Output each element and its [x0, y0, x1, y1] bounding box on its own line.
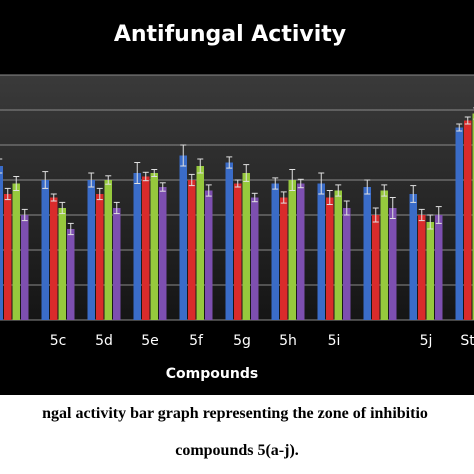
x-tick-label: 5h [279, 333, 297, 349]
plot-area: 5c 5d 5e 5f 5g 5h 5i 5j Std [0, 74, 474, 349]
bar [389, 208, 397, 320]
chart-title: Antifungal Activity [113, 22, 347, 47]
bar [418, 215, 426, 320]
bar [363, 187, 371, 320]
bar [159, 187, 167, 320]
bar [271, 183, 279, 320]
chart-panel: 5c5d5e5f5g5h5i5jStd Antifungal Activity … [0, 0, 474, 395]
bar [426, 222, 434, 320]
bar [50, 197, 58, 320]
bar [234, 183, 242, 320]
bar [280, 197, 288, 320]
bar [104, 180, 112, 320]
x-tick-label: 5c [50, 333, 67, 349]
x-tick-label: 5i [328, 333, 341, 349]
bar [380, 190, 388, 320]
x-tick-label: 5d [95, 333, 113, 349]
bar [455, 127, 463, 320]
x-tick-label: 5g [233, 333, 251, 349]
bar [142, 176, 150, 320]
bar [179, 155, 187, 320]
bar [12, 183, 20, 320]
bar [41, 180, 49, 320]
x-tick-label: 5f [189, 333, 204, 349]
bar [58, 208, 66, 320]
bar [297, 183, 305, 320]
bar [372, 215, 380, 320]
bar [409, 194, 417, 320]
bar [196, 166, 204, 320]
x-tick-label: Std [460, 333, 474, 349]
bar [464, 120, 472, 320]
figure-caption-line-2: compounds 5(a-j). [175, 442, 299, 459]
bar [0, 166, 3, 320]
figure-caption-line-1: ngal activity bar graph representing the… [42, 405, 428, 422]
bar [225, 162, 233, 320]
bar [288, 180, 296, 320]
x-tick-label: 5j [420, 333, 433, 349]
bar [334, 190, 342, 320]
bar [326, 197, 334, 320]
bar [251, 197, 259, 320]
bar [435, 215, 443, 320]
bar [21, 215, 29, 320]
bar [205, 190, 213, 320]
bar [188, 180, 196, 320]
bar [133, 173, 141, 320]
bar [67, 229, 75, 320]
bar [87, 180, 95, 320]
bar [4, 194, 12, 320]
bar [242, 173, 250, 320]
bar [96, 194, 104, 320]
x-axis-label: Compounds [165, 366, 259, 382]
bar [343, 208, 351, 320]
bar [472, 113, 474, 320]
bar [317, 183, 325, 320]
bar [113, 208, 121, 320]
x-tick-label: 5e [141, 333, 159, 349]
bar [150, 173, 158, 320]
